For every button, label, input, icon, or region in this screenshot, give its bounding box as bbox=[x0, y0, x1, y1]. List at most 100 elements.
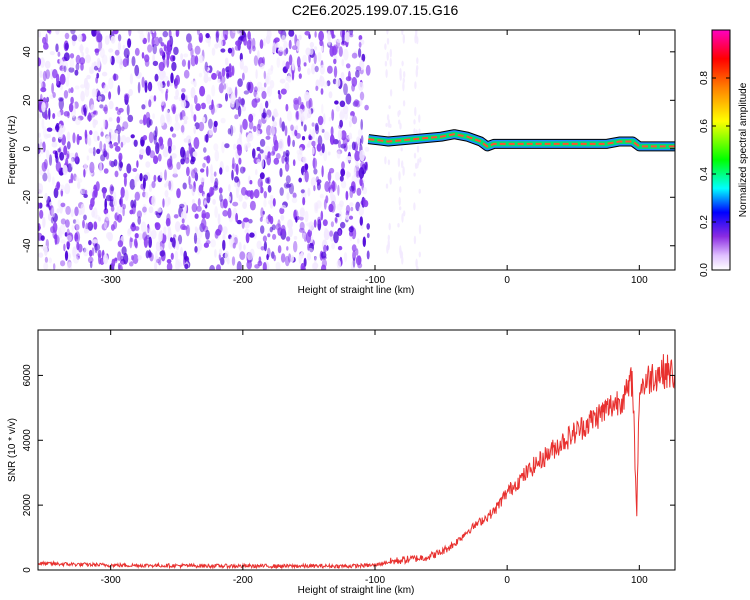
noise-cell bbox=[85, 82, 90, 90]
noise-cell bbox=[231, 65, 235, 76]
noise-cell bbox=[165, 90, 168, 102]
noise-cell bbox=[319, 39, 323, 47]
noise-cell bbox=[207, 37, 211, 48]
noise-cell bbox=[88, 240, 92, 246]
noise-cell bbox=[238, 123, 242, 129]
noise-cell bbox=[360, 119, 364, 131]
noise-cell bbox=[137, 81, 141, 94]
noise-cell bbox=[110, 205, 115, 212]
noise-cell bbox=[272, 120, 278, 128]
noise-cell bbox=[181, 218, 185, 224]
noise-cell bbox=[300, 189, 305, 194]
noise-cell bbox=[137, 233, 143, 241]
noise-cell bbox=[351, 115, 358, 125]
noise-cell bbox=[418, 251, 421, 258]
noise-cell bbox=[400, 147, 403, 152]
noise-cell bbox=[213, 181, 218, 189]
y-tick-label: 2000 bbox=[22, 494, 33, 517]
noise-cell bbox=[402, 34, 405, 44]
noise-cell bbox=[103, 208, 109, 215]
noise-cell bbox=[168, 180, 172, 191]
noise-cell bbox=[70, 158, 74, 168]
noise-cell bbox=[385, 123, 388, 127]
noise-cell bbox=[401, 255, 404, 265]
noise-cell bbox=[156, 258, 160, 264]
noise-cell bbox=[211, 99, 214, 110]
noise-cell bbox=[416, 265, 419, 270]
noise-cell bbox=[174, 121, 181, 131]
noise-cell bbox=[257, 178, 263, 188]
noise-cell bbox=[255, 93, 259, 100]
noise-cell bbox=[257, 86, 260, 93]
noise-cell bbox=[95, 48, 99, 56]
noise-cell bbox=[290, 254, 294, 263]
noise-cell bbox=[413, 119, 416, 125]
noise-cell bbox=[175, 74, 181, 86]
noise-cell bbox=[79, 57, 86, 65]
noise-cell bbox=[117, 85, 121, 96]
noise-cell bbox=[296, 56, 301, 68]
noise-cell bbox=[191, 169, 196, 179]
noise-cell bbox=[321, 143, 325, 154]
noise-cell bbox=[231, 126, 236, 134]
noise-cell bbox=[198, 242, 203, 251]
noise-cell bbox=[298, 253, 302, 264]
noise-cell bbox=[62, 164, 68, 176]
noise-cell bbox=[273, 254, 277, 262]
noise-cell bbox=[74, 206, 79, 217]
noise-cell bbox=[297, 152, 303, 162]
noise-cell bbox=[402, 100, 406, 107]
noise-cell bbox=[132, 253, 139, 265]
noise-cell bbox=[346, 135, 353, 140]
noise-cell bbox=[142, 177, 146, 190]
noise-cell bbox=[76, 133, 80, 146]
noise-cell bbox=[103, 104, 108, 115]
noise-cell bbox=[71, 224, 74, 232]
noise-cell bbox=[249, 232, 255, 238]
noise-cell bbox=[313, 53, 317, 65]
noise-cell bbox=[401, 60, 404, 67]
noise-cell bbox=[320, 251, 327, 259]
noise-cell bbox=[285, 183, 292, 188]
noise-cell bbox=[88, 147, 94, 154]
noise-cell bbox=[384, 43, 387, 50]
noise-cell bbox=[87, 222, 93, 227]
noise-cell bbox=[286, 73, 292, 83]
noise-cell bbox=[341, 58, 345, 67]
noise-cell bbox=[217, 78, 222, 84]
noise-cell bbox=[147, 83, 151, 91]
noise-cell bbox=[145, 227, 149, 235]
noise-cell bbox=[166, 56, 170, 68]
noise-cell bbox=[418, 128, 421, 135]
noise-cell bbox=[114, 49, 120, 56]
noise-cell bbox=[172, 173, 178, 178]
noise-cell bbox=[83, 107, 87, 117]
noise-cell bbox=[322, 113, 326, 125]
noise-cell bbox=[99, 47, 105, 59]
noise-cell bbox=[193, 137, 200, 149]
noise-cell bbox=[48, 30, 52, 35]
noise-cell bbox=[235, 40, 241, 46]
x-tick-label: -100 bbox=[365, 575, 385, 586]
noise-cell bbox=[134, 47, 140, 56]
y-tick-label: 0 bbox=[22, 146, 33, 152]
noise-cell bbox=[343, 83, 348, 96]
noise-cell bbox=[217, 213, 221, 225]
noise-cell bbox=[131, 255, 134, 261]
noise-cell bbox=[236, 219, 242, 225]
x-tick-label: 0 bbox=[504, 275, 510, 286]
noise-cell bbox=[296, 111, 299, 119]
noise-cell bbox=[160, 114, 165, 126]
noise-cell bbox=[243, 65, 249, 74]
noise-cell bbox=[113, 73, 117, 82]
noise-cell bbox=[313, 46, 318, 51]
noise-cell bbox=[303, 108, 310, 120]
noise-cell bbox=[152, 113, 156, 120]
noise-cell bbox=[47, 168, 50, 179]
noise-cell bbox=[345, 190, 349, 201]
noise-cell bbox=[285, 175, 291, 184]
noise-cell bbox=[353, 99, 359, 107]
noise-cell bbox=[220, 117, 226, 124]
noise-cell bbox=[276, 57, 281, 68]
